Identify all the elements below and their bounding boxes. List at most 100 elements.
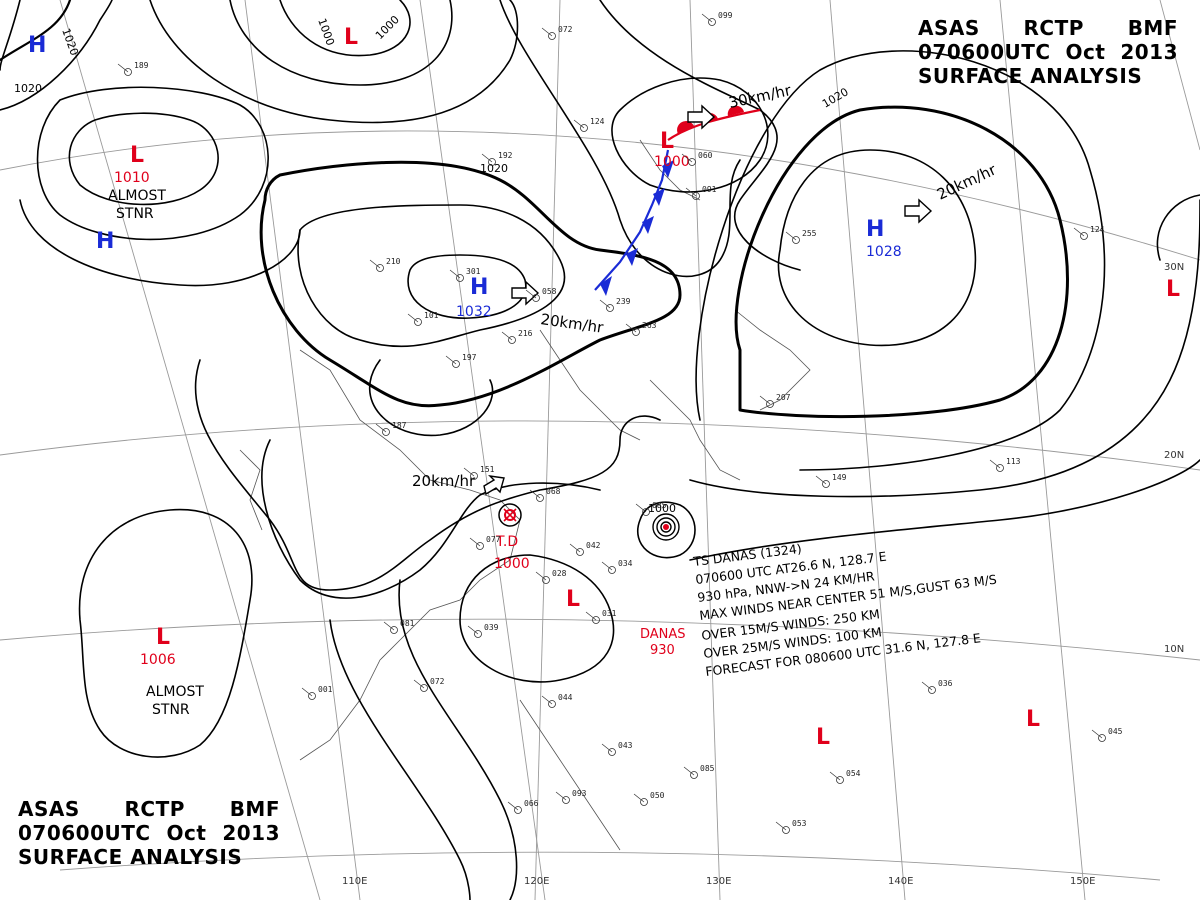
station-marker	[456, 274, 464, 282]
lon-label: 140E	[888, 876, 913, 887]
station-marker	[822, 480, 830, 488]
station-marker	[1080, 232, 1088, 240]
wind-barb	[635, 503, 647, 513]
station-marker	[420, 684, 428, 692]
wind-barb	[1091, 729, 1103, 739]
station-pressure: 054	[846, 769, 861, 778]
lon-label: 130E	[706, 876, 731, 887]
station-marker	[124, 68, 132, 76]
wind-barb	[541, 695, 553, 705]
wind-barb	[469, 537, 481, 547]
station-pressure: 216	[518, 329, 533, 338]
station-pressure: 101	[424, 311, 439, 320]
station-marker	[548, 32, 556, 40]
low-pressure-value: 1006	[140, 652, 176, 668]
station-pressure: 093	[572, 789, 587, 798]
low-center: L	[130, 143, 144, 168]
station-pressure: 066	[524, 799, 539, 808]
header-year: 2013	[222, 821, 280, 845]
station-marker	[608, 566, 616, 574]
wind-barb	[369, 259, 381, 269]
station-pressure: 042	[586, 541, 601, 550]
station-marker	[782, 826, 790, 834]
station-pressure: 085	[652, 501, 667, 510]
high-center: H	[470, 275, 488, 300]
wind-barb	[785, 231, 797, 241]
wind-barb	[383, 621, 395, 631]
chart-header-top: ASAS RCTP BMF 070600UTC Oct 2013 SURFACE ANA…	[918, 16, 1178, 88]
station-marker	[452, 360, 460, 368]
station-marker	[766, 400, 774, 408]
almost-stnr-line2: STNR	[152, 702, 190, 718]
station-marker	[476, 542, 484, 550]
header-source: RCTP	[124, 797, 185, 821]
wind-barb	[117, 63, 129, 73]
station-pressure: 301	[466, 267, 481, 276]
station-pressure: 068	[546, 487, 561, 496]
station-marker	[642, 508, 650, 516]
station-marker	[690, 771, 698, 779]
low-center: L	[816, 725, 830, 750]
header-title: SURFACE ANALYSIS	[918, 64, 1143, 88]
typhoon-name: DANAS	[640, 627, 686, 642]
header-title: SURFACE ANALYSIS	[18, 845, 243, 869]
typhoon-pressure: 930	[650, 643, 675, 658]
high-pressure-value: 1028	[866, 244, 902, 260]
typhoon-symbol: DANAS 930	[640, 524, 686, 658]
wind-barb	[829, 771, 841, 781]
isobar-label: 1020	[480, 162, 508, 175]
station-pressure: 072	[430, 677, 445, 686]
station-marker	[640, 798, 648, 806]
station-pressure: 151	[480, 465, 495, 474]
station-pressure: 001	[318, 685, 333, 694]
high-center: H	[28, 33, 46, 58]
lat-label: 10N	[1164, 644, 1184, 655]
station-pressure: 099	[718, 11, 733, 20]
wind-barb	[815, 475, 827, 485]
station-marker	[376, 264, 384, 272]
station-pressure: 053	[792, 819, 807, 828]
station-pressure: 255	[802, 229, 817, 238]
wind-barb	[541, 27, 553, 37]
wind-barb	[449, 269, 461, 279]
wind-barb	[601, 743, 613, 753]
movement-arrows	[483, 104, 933, 496]
high-pressure-value: 1032	[456, 304, 492, 320]
station-pressure: 028	[552, 569, 567, 578]
header-product: BMF	[229, 797, 280, 821]
coordinate-labels: 110E 120E 130E 140E 150E 30N 20N 10N	[342, 262, 1184, 887]
wind-barb	[633, 793, 645, 803]
low-pressure-value: 1000	[654, 154, 690, 170]
station-marker	[608, 748, 616, 756]
station-marker	[508, 336, 516, 344]
header-agency: ASAS	[18, 797, 80, 821]
station-pressure: 034	[618, 559, 633, 568]
station-pressure: 072	[558, 25, 573, 34]
wind-barb	[573, 119, 585, 129]
wind-barb	[625, 323, 637, 333]
wind-barb	[375, 423, 387, 433]
low-center: L	[1166, 277, 1180, 302]
station-marker	[996, 464, 1004, 472]
station-marker	[474, 630, 482, 638]
wind-barb	[301, 687, 313, 697]
station-pressure: 045	[1108, 727, 1123, 736]
station-pressure: 149	[832, 473, 847, 482]
tropical-depression: T.D 1000	[494, 503, 530, 572]
wind-barb	[413, 679, 425, 689]
pressure-centers: H L L 1010 ALMOST STNR H H 1032 L 1000 H…	[28, 25, 1180, 750]
station-pressure: 124	[1090, 225, 1105, 234]
lat-label: 30N	[1164, 262, 1184, 273]
wind-barb	[599, 299, 611, 309]
station-marker	[308, 692, 316, 700]
station-marker	[592, 616, 600, 624]
station-pressure: 239	[616, 297, 631, 306]
wind-barb	[525, 289, 537, 299]
header-time: 070600UTC	[18, 821, 151, 845]
station-pressure: 077	[486, 535, 501, 544]
wind-barb	[1073, 227, 1085, 237]
station-marker	[536, 494, 544, 502]
station-marker	[1098, 734, 1106, 742]
station-marker	[532, 294, 540, 302]
station-marker	[692, 192, 700, 200]
